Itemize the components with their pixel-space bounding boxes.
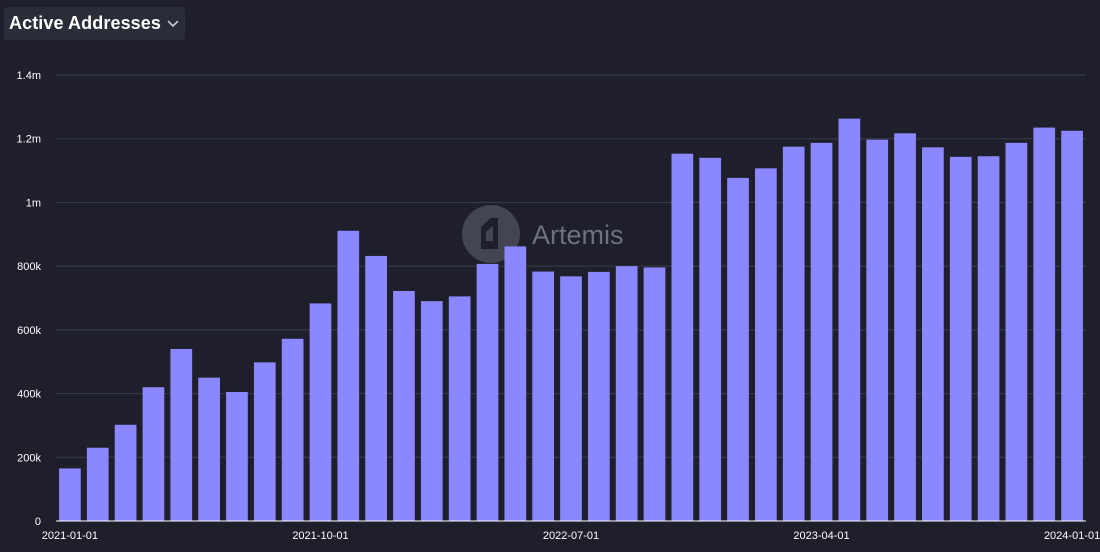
- bar-2023-03-01[interactable]: [782, 146, 805, 521]
- bar-2023-11-01[interactable]: [1005, 142, 1028, 521]
- bar-2021-03-01[interactable]: [114, 424, 137, 521]
- bar-2022-11-01[interactable]: [671, 153, 694, 522]
- bar-2021-10-01[interactable]: [309, 303, 332, 521]
- y-tick-label: 800k: [17, 261, 41, 273]
- bar-2023-10-01[interactable]: [977, 156, 1000, 521]
- bar-2021-04-01[interactable]: [142, 387, 165, 521]
- bar-2021-02-01[interactable]: [86, 447, 109, 521]
- x-tick-label: 2024-01-01: [1044, 530, 1100, 542]
- bar-2021-06-01[interactable]: [198, 377, 220, 521]
- bar-2022-04-01[interactable]: [476, 263, 499, 521]
- y-tick-label: 1.4m: [17, 70, 41, 82]
- bar-2023-05-01[interactable]: [838, 118, 861, 521]
- bar-2022-12-01[interactable]: [699, 157, 722, 522]
- bar-2021-11-01[interactable]: [337, 230, 360, 521]
- chevron-down-icon: [167, 20, 179, 28]
- bar-2021-01-01[interactable]: [59, 468, 81, 521]
- bar-2022-02-01[interactable]: [420, 301, 443, 521]
- y-tick-label: 600k: [17, 325, 41, 337]
- bars: [59, 118, 1083, 522]
- bar-2022-03-01[interactable]: [448, 296, 471, 521]
- y-tick-label: 0: [35, 516, 41, 528]
- bar-2023-02-01[interactable]: [755, 168, 777, 521]
- bar-2023-06-01[interactable]: [866, 139, 889, 522]
- bar-2024-01-01[interactable]: [1061, 130, 1083, 521]
- bar-2021-09-01[interactable]: [281, 338, 304, 521]
- artemis-watermark: Artemis: [462, 205, 624, 263]
- y-tick-label: 1m: [26, 197, 41, 209]
- bar-2022-10-01[interactable]: [643, 267, 666, 521]
- metric-title: Active Addresses: [9, 13, 162, 33]
- bar-2021-05-01[interactable]: [170, 348, 193, 521]
- bar-2022-06-01[interactable]: [532, 271, 555, 521]
- bar-2022-05-01[interactable]: [504, 246, 527, 522]
- y-tick-label: 200k: [17, 452, 41, 464]
- bar-2021-07-01[interactable]: [226, 391, 248, 521]
- watermark-text: Artemis: [532, 220, 624, 250]
- bar-2022-07-01[interactable]: [560, 276, 582, 521]
- bar-2023-09-01[interactable]: [949, 156, 972, 521]
- bar-2023-04-01[interactable]: [810, 142, 833, 521]
- bar-2023-12-01[interactable]: [1033, 127, 1056, 522]
- y-tick-label: 1.2m: [17, 134, 41, 146]
- bar-2021-08-01[interactable]: [253, 362, 276, 521]
- bar-2021-12-01[interactable]: [365, 255, 387, 521]
- x-tick-label: 2021-10-01: [292, 530, 348, 542]
- metric-selector-dropdown[interactable]: Active Addresses: [4, 7, 186, 40]
- x-tick-label: 2021-01-01: [42, 530, 98, 542]
- bar-2022-09-01[interactable]: [615, 266, 638, 521]
- bar-2022-01-01[interactable]: [393, 290, 415, 521]
- bar-2023-08-01[interactable]: [922, 147, 944, 521]
- x-tick-label: 2022-07-01: [543, 530, 599, 542]
- bar-2023-01-01[interactable]: [727, 177, 749, 522]
- y-tick-label: 400k: [17, 389, 41, 401]
- x-tick-label: 2023-04-01: [793, 530, 849, 542]
- axes: 0 200k 400k 600k 800k 1m 1.2m 1.4m 2021-01-01 202…: [17, 70, 1100, 542]
- bar-2023-07-01[interactable]: [894, 133, 916, 521]
- bar-2022-08-01[interactable]: [587, 271, 610, 521]
